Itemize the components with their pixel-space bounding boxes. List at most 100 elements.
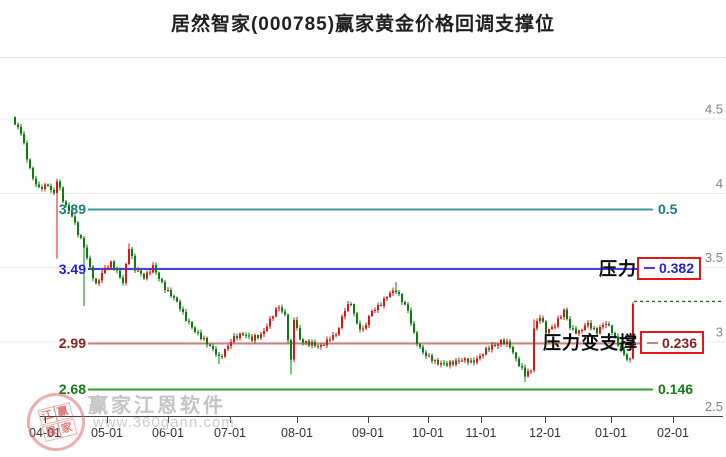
candle-body xyxy=(449,361,451,366)
candle-body xyxy=(455,360,457,365)
candle-body xyxy=(575,328,577,334)
candle-body xyxy=(473,360,475,363)
candle-body xyxy=(572,327,574,329)
candle-body xyxy=(242,333,244,336)
candle-body xyxy=(470,360,472,363)
candle-body xyxy=(119,270,121,278)
candle-body xyxy=(566,309,568,319)
candle-body xyxy=(248,335,250,337)
y-axis-label: 4 xyxy=(716,176,723,191)
candle-body xyxy=(395,290,397,293)
candle-body xyxy=(128,249,130,265)
candle-body xyxy=(83,238,85,248)
candle-body xyxy=(536,320,538,329)
candle-body xyxy=(533,328,535,371)
candle-body xyxy=(383,298,385,306)
candle-body xyxy=(209,344,211,346)
candle-body xyxy=(617,336,619,346)
candle-body xyxy=(179,301,181,310)
level-price-label-3_49: 3.49 xyxy=(58,260,86,277)
candle-body xyxy=(437,359,439,365)
candle-body xyxy=(365,324,367,329)
candle-body xyxy=(239,333,241,339)
candle-body xyxy=(188,320,190,322)
candle-body xyxy=(200,332,202,340)
candle-body xyxy=(539,318,541,321)
candle-body xyxy=(14,116,16,125)
candle-body xyxy=(569,318,571,328)
candle-body xyxy=(377,305,379,311)
candle-body xyxy=(89,258,91,267)
candle-body xyxy=(590,322,592,329)
candle-body xyxy=(599,326,601,334)
stamp-char: 家 xyxy=(56,418,77,438)
candle-body xyxy=(230,341,232,347)
candle-body xyxy=(461,360,463,362)
candle-body xyxy=(224,348,226,357)
candle-body xyxy=(221,356,223,358)
candle-body xyxy=(173,296,175,298)
candle-body xyxy=(524,367,526,377)
candle-body xyxy=(416,332,418,344)
candle-body xyxy=(116,269,118,271)
candle-body xyxy=(626,354,628,360)
candle-body xyxy=(467,358,469,363)
candle-body xyxy=(584,325,586,330)
pressure-annotation: 压力 xyxy=(599,258,637,279)
level-line-dash xyxy=(643,267,655,270)
x-axis-label: 09-01 xyxy=(352,426,384,440)
candle-body xyxy=(56,181,58,194)
candle-body xyxy=(515,352,517,359)
candle-body xyxy=(386,296,388,299)
candle-body xyxy=(143,273,145,279)
level-line-dash xyxy=(646,341,658,344)
candle-body xyxy=(560,316,562,319)
level-price-label-3_89: 3.89 xyxy=(58,201,86,218)
candle-body xyxy=(629,358,631,360)
candle-body xyxy=(356,313,358,324)
candle-body xyxy=(74,216,76,223)
ratio-box-0_382: 0.382 xyxy=(637,256,701,280)
candle-body xyxy=(551,326,553,330)
candle-body xyxy=(344,310,346,317)
watermark-brand: 赢家江恩软件 xyxy=(88,395,226,417)
candle-body xyxy=(425,352,427,356)
candle-body xyxy=(476,358,478,363)
candle-body xyxy=(35,178,37,185)
candle-body xyxy=(65,201,67,206)
x-axis-label: 02-01 xyxy=(657,426,689,440)
candle-body xyxy=(557,318,559,327)
candle-body xyxy=(278,307,280,309)
candle-body xyxy=(23,133,25,143)
candle-body xyxy=(518,358,520,366)
candle-body xyxy=(434,359,436,361)
candle-body xyxy=(596,327,598,334)
candle-body xyxy=(59,181,61,188)
candle-body xyxy=(305,341,307,343)
candle-body xyxy=(152,265,154,273)
candle-body xyxy=(446,363,448,366)
candle-body xyxy=(314,342,316,347)
ratio-label-0_5: 0.5 xyxy=(658,201,678,218)
candle-body xyxy=(191,321,193,328)
candle-body xyxy=(296,320,298,328)
candle-body xyxy=(107,267,109,269)
ratio-label-0_382: 0.382 xyxy=(658,260,695,277)
y-axis-label: 3 xyxy=(716,325,723,340)
candle-body xyxy=(263,331,265,335)
candle-body xyxy=(311,342,313,346)
candle-body xyxy=(338,327,340,335)
candle-body xyxy=(548,329,550,333)
candle-body xyxy=(587,322,589,326)
candle-body xyxy=(17,124,19,127)
candle-body xyxy=(137,270,139,272)
candle-body xyxy=(503,340,505,344)
candle-body xyxy=(158,272,160,279)
candle-body xyxy=(362,328,364,330)
candle-body xyxy=(401,293,403,303)
x-axis-label: 10-01 xyxy=(412,426,444,440)
candle-body xyxy=(290,339,292,360)
candle-body xyxy=(215,348,217,355)
watermark-url: www.360gann.com xyxy=(93,414,235,431)
